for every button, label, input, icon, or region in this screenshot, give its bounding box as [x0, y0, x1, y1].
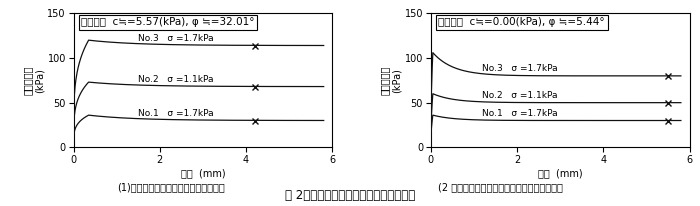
- Text: No.3   σ =1.7kPa: No.3 σ =1.7kPa: [138, 34, 214, 43]
- Text: 残留強度  c≒=0.00(kPa), φ ≒=5.44°: 残留強度 c≒=0.00(kPa), φ ≒=5.44°: [438, 18, 605, 27]
- Text: (2 近傍地区採取試料（採取箇所：すべり面）: (2 近傍地区採取試料（採取箇所：すべり面）: [438, 182, 563, 192]
- Text: 図 2　地盤大変形後の変位（残留強度）: 図 2 地盤大変形後の変位（残留強度）: [285, 189, 415, 202]
- Text: No.3   σ =1.7kPa: No.3 σ =1.7kPa: [482, 64, 558, 73]
- Text: 残留強度  c≒=5.57(kPa), φ ≒=32.01°: 残留強度 c≒=5.57(kPa), φ ≒=32.01°: [81, 18, 255, 27]
- X-axis label: 変位  (mm): 変位 (mm): [181, 168, 225, 178]
- Text: No.1   σ =1.7kPa: No.1 σ =1.7kPa: [482, 109, 558, 118]
- Text: (1)現地採取試料（採取箇所：地表面）: (1)現地採取試料（採取箇所：地表面）: [118, 182, 225, 192]
- Text: No.2   σ =1.1kPa: No.2 σ =1.1kPa: [138, 75, 214, 84]
- Text: No.1   σ =1.7kPa: No.1 σ =1.7kPa: [138, 109, 214, 118]
- Y-axis label: せん断応力
(kPa): せん断応力 (kPa): [23, 66, 45, 95]
- Text: No.2   σ =1.1kPa: No.2 σ =1.1kPa: [482, 91, 558, 100]
- Y-axis label: せん断応力
(kPa): せん断応力 (kPa): [380, 66, 402, 95]
- X-axis label: 変位  (mm): 変位 (mm): [538, 168, 582, 178]
